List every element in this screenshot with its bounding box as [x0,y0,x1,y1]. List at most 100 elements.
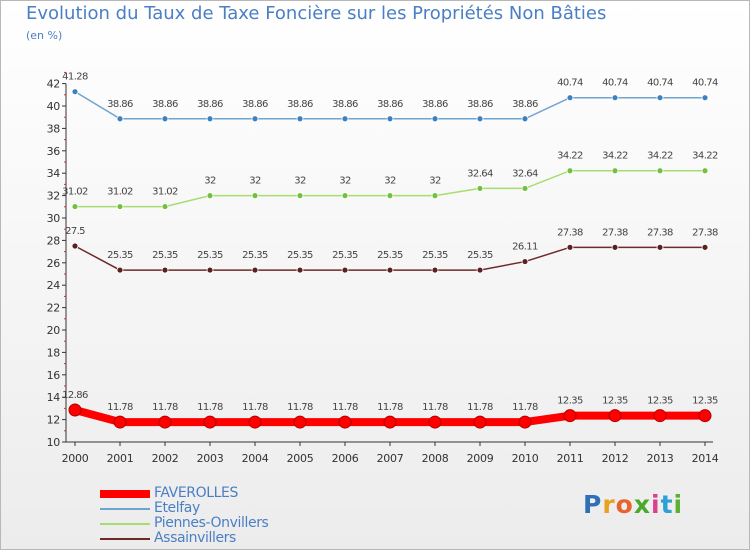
data-point [701,243,709,251]
data-label: 27.5 [65,226,85,237]
data-point [656,94,664,102]
data-point [161,115,169,123]
x-tick-label: 2003 [197,452,224,465]
y-tick-label: 10 [47,436,61,449]
y-tick-label: 12 [47,414,60,427]
x-tick-label: 2009 [467,452,494,465]
data-label: 25.35 [197,250,223,261]
data-label: 40.74 [647,78,673,89]
series-assainvillers: 27.5 25.35 25.35 25.35 25.35 25.35 25.35 25.35 2… [65,226,719,274]
x-tick-label: 2012 [602,452,629,465]
data-point [206,266,214,274]
data-point [428,415,442,429]
legend-label: Piennes-Onvillers [154,515,269,531]
data-label: 11.78 [377,402,403,413]
data-label: 34.22 [692,151,718,162]
data-label: 38.86 [467,99,493,110]
legend-swatch [100,522,150,525]
data-label: 32.64 [467,168,493,179]
data-point [476,266,484,274]
y-tick-label: 36 [47,145,61,158]
y-tick-label: 42 [47,78,60,91]
legend-swatch [100,489,150,498]
data-label: 32 [339,176,351,187]
series-layer: 41.28 38.86 38.86 38.86 38.86 38.86 38.86 38.86… [62,72,719,429]
data-label: 12.35 [602,396,628,407]
legend: FAVEROLLES Etelfay Piennes-Onvillers Assain… [100,486,269,546]
legend-item: Etelfay [100,501,268,516]
data-label: 25.35 [152,250,178,261]
data-point [203,415,217,429]
data-point [71,88,79,96]
data-point [611,167,619,175]
data-label: 34.22 [602,151,628,162]
data-point [293,415,307,429]
data-point [608,409,622,423]
y-tick-label: 20 [47,324,61,337]
data-point [161,203,169,210]
data-label: 38.86 [422,99,448,110]
data-label: 38.86 [287,99,313,110]
data-label: 34.22 [557,151,583,162]
data-point [431,115,439,123]
logo-letter: i [673,490,684,519]
y-tick-label: 30 [47,212,61,225]
y-tick-label: 32 [47,190,60,203]
data-point [563,409,577,423]
logo-letter: i [651,490,661,519]
data-point [158,415,172,429]
legend-item: Piennes-Onvillers [100,515,269,531]
data-label: 31.02 [152,187,178,198]
data-label: 32 [249,176,261,187]
data-label: 11.78 [152,402,178,413]
data-label: 11.78 [422,402,448,413]
data-point [116,203,124,210]
data-label: 41.28 [62,72,88,83]
data-label: 11.78 [512,402,538,413]
data-label: 27.38 [647,227,673,238]
data-point [341,115,349,123]
data-point [296,115,304,123]
data-label: 11.78 [107,402,133,413]
y-tick-label: 34 [47,167,61,180]
data-point [431,266,439,274]
logo-letter: o [615,490,634,519]
data-point [566,94,574,102]
data-point [206,115,214,123]
data-label: 12.35 [692,396,718,407]
data-point [71,242,79,250]
data-label: 40.74 [692,78,718,89]
data-point [248,415,262,429]
x-tick-label: 2014 [692,452,719,465]
data-point [698,409,712,423]
data-label: 25.35 [242,250,268,261]
data-label: 11.78 [467,402,493,413]
data-label: 40.74 [557,78,583,89]
data-point [476,185,484,192]
y-tick-label: 38 [47,122,61,135]
data-label: 34.22 [647,151,673,162]
legend-item: Assainvillers [100,531,268,546]
x-tick-label: 2005 [287,452,314,465]
logo-letter: t [660,490,674,519]
axes: 10 12 14 16 18 20 22 24 26 28 30 32 34 36 38 40 42 2000 20… [47,71,719,465]
series-faverolles: 12.86 11.78 11.78 11.78 11.78 11.78 11.78 11.78… [62,390,719,429]
data-label: 32.64 [512,168,538,179]
data-label: 38.86 [377,99,403,110]
x-tick-label: 2000 [62,452,89,465]
data-point [476,115,484,123]
x-tick-label: 2002 [152,452,179,465]
chart-title: Evolution du Taux de Taxe Foncière sur l… [26,3,607,24]
data-point [701,94,709,102]
logo-letter: x [633,490,651,519]
data-point [521,185,529,192]
data-point [611,243,619,251]
data-point [521,258,529,265]
data-point [521,115,529,123]
data-point [386,115,394,123]
x-tick-label: 2001 [107,452,134,465]
x-tick-label: 2013 [647,452,674,465]
data-label: 11.78 [242,402,268,413]
data-point [518,415,532,429]
